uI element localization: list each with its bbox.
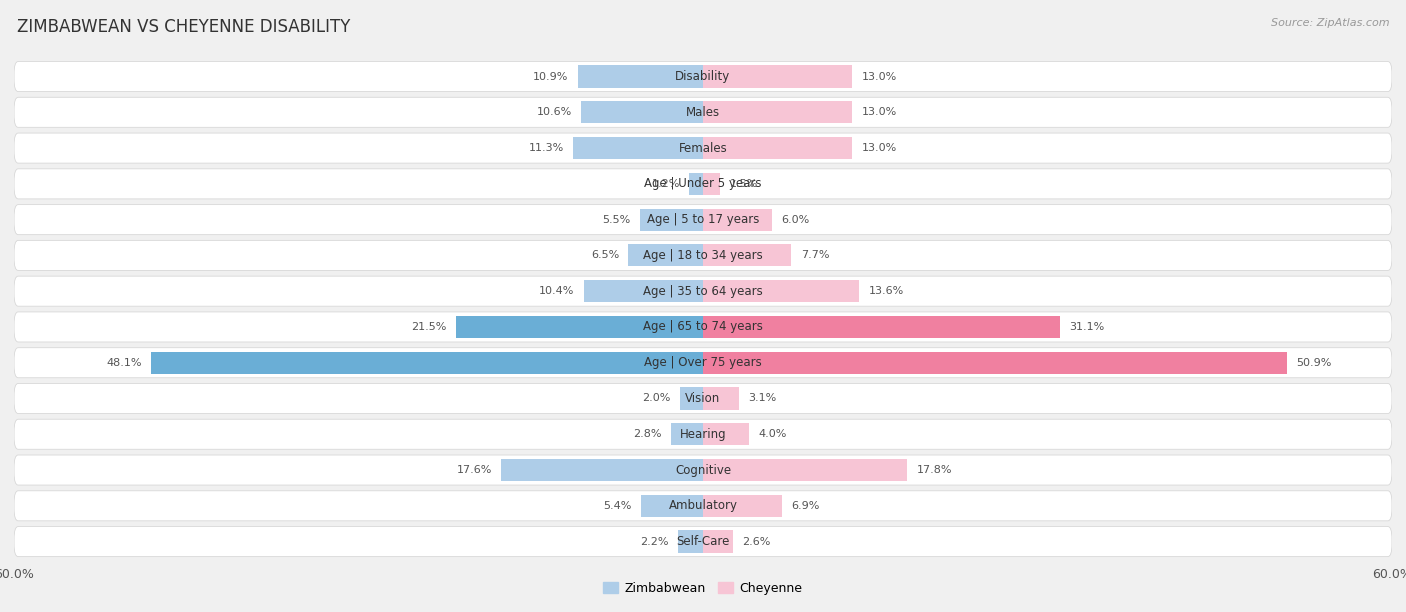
Text: 5.5%: 5.5%	[602, 215, 631, 225]
FancyBboxPatch shape	[14, 133, 1392, 163]
Text: 11.3%: 11.3%	[529, 143, 564, 153]
Bar	[703, 65, 852, 88]
Text: 31.1%: 31.1%	[1070, 322, 1105, 332]
Text: 2.6%: 2.6%	[742, 537, 770, 547]
FancyBboxPatch shape	[14, 419, 1392, 449]
Bar	[703, 173, 720, 195]
Text: 10.6%: 10.6%	[537, 107, 572, 118]
Bar	[678, 531, 703, 553]
Bar	[703, 531, 733, 553]
Bar	[703, 423, 749, 446]
Bar	[703, 137, 852, 159]
Bar	[703, 387, 738, 409]
Text: Disability: Disability	[675, 70, 731, 83]
Text: Age | Over 75 years: Age | Over 75 years	[644, 356, 762, 369]
Text: Hearing: Hearing	[679, 428, 727, 441]
Text: 17.6%: 17.6%	[457, 465, 492, 475]
Text: Age | 5 to 17 years: Age | 5 to 17 years	[647, 213, 759, 226]
Text: Males: Males	[686, 106, 720, 119]
Text: 2.8%: 2.8%	[633, 429, 662, 439]
FancyBboxPatch shape	[14, 455, 1392, 485]
Bar	[703, 244, 792, 266]
Bar	[689, 173, 703, 195]
Bar	[501, 459, 703, 481]
Text: 13.0%: 13.0%	[862, 72, 897, 81]
Text: 6.9%: 6.9%	[792, 501, 820, 511]
FancyBboxPatch shape	[14, 526, 1392, 556]
Bar	[641, 494, 703, 517]
FancyBboxPatch shape	[14, 204, 1392, 234]
Text: Vision: Vision	[685, 392, 721, 405]
Bar	[150, 352, 703, 374]
Text: Females: Females	[679, 141, 727, 155]
Bar	[703, 316, 1060, 338]
Bar	[703, 352, 1288, 374]
Bar	[583, 280, 703, 302]
Text: 13.6%: 13.6%	[869, 286, 904, 296]
Text: 13.0%: 13.0%	[862, 143, 897, 153]
Text: 48.1%: 48.1%	[105, 358, 142, 368]
Text: Age | 35 to 64 years: Age | 35 to 64 years	[643, 285, 763, 297]
Text: Ambulatory: Ambulatory	[668, 499, 738, 512]
Text: 21.5%: 21.5%	[412, 322, 447, 332]
Text: 50.9%: 50.9%	[1296, 358, 1331, 368]
Text: Cognitive: Cognitive	[675, 463, 731, 477]
Text: Source: ZipAtlas.com: Source: ZipAtlas.com	[1271, 18, 1389, 28]
FancyBboxPatch shape	[14, 169, 1392, 199]
Bar	[671, 423, 703, 446]
FancyBboxPatch shape	[14, 491, 1392, 521]
Text: Age | 18 to 34 years: Age | 18 to 34 years	[643, 249, 763, 262]
Bar	[703, 101, 852, 124]
Text: 10.9%: 10.9%	[533, 72, 568, 81]
Text: Self-Care: Self-Care	[676, 535, 730, 548]
Text: 3.1%: 3.1%	[748, 394, 776, 403]
Bar	[456, 316, 703, 338]
FancyBboxPatch shape	[14, 312, 1392, 342]
Text: Age | 65 to 74 years: Age | 65 to 74 years	[643, 321, 763, 334]
Bar	[703, 280, 859, 302]
Bar	[640, 209, 703, 231]
FancyBboxPatch shape	[14, 97, 1392, 127]
Text: ZIMBABWEAN VS CHEYENNE DISABILITY: ZIMBABWEAN VS CHEYENNE DISABILITY	[17, 18, 350, 36]
Text: 13.0%: 13.0%	[862, 107, 897, 118]
Text: 2.2%: 2.2%	[640, 537, 669, 547]
Text: 17.8%: 17.8%	[917, 465, 952, 475]
Bar	[628, 244, 703, 266]
Bar	[681, 387, 703, 409]
Text: 4.0%: 4.0%	[758, 429, 786, 439]
Text: 5.4%: 5.4%	[603, 501, 631, 511]
FancyBboxPatch shape	[14, 276, 1392, 306]
Text: 1.2%: 1.2%	[651, 179, 681, 189]
Text: 7.7%: 7.7%	[800, 250, 830, 260]
FancyBboxPatch shape	[14, 384, 1392, 414]
Bar	[703, 209, 772, 231]
Text: 1.5%: 1.5%	[730, 179, 758, 189]
FancyBboxPatch shape	[14, 62, 1392, 92]
Text: 6.0%: 6.0%	[782, 215, 810, 225]
Bar	[581, 101, 703, 124]
Text: Age | Under 5 years: Age | Under 5 years	[644, 177, 762, 190]
Bar	[703, 494, 782, 517]
Bar	[574, 137, 703, 159]
Legend: Zimbabwean, Cheyenne: Zimbabwean, Cheyenne	[599, 577, 807, 600]
FancyBboxPatch shape	[14, 241, 1392, 271]
Text: 6.5%: 6.5%	[591, 250, 619, 260]
Bar	[703, 459, 907, 481]
Text: 10.4%: 10.4%	[538, 286, 575, 296]
Bar	[578, 65, 703, 88]
Text: 2.0%: 2.0%	[643, 394, 671, 403]
FancyBboxPatch shape	[14, 348, 1392, 378]
